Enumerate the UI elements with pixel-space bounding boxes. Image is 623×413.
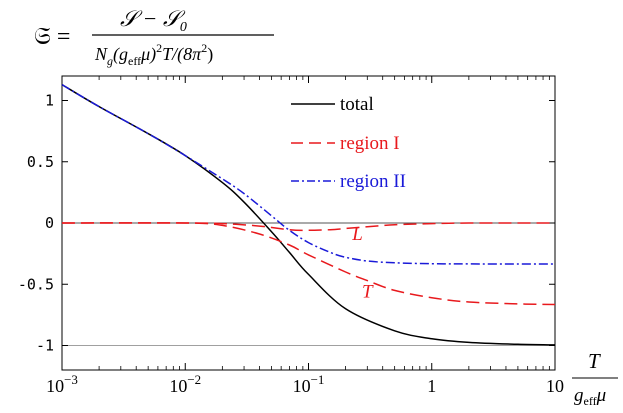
reference-lines [62,222,555,346]
formula-lhs: 𝔖 = [34,24,70,50]
legend: total region I region II [291,94,406,192]
x-axis-label: T geffμ [572,349,618,408]
x-tick-label: 10−1 [293,372,325,396]
curve-label-T: T [362,281,374,302]
curve-annotations: LT [351,224,374,303]
y-tick-label: -0.5 [18,275,54,293]
legend-label-total: total [340,94,374,115]
y-tick-label: 0.5 [27,153,54,171]
formula-denominator: Ng(geffμ)2T/(8π2) [94,41,213,68]
x-tick-label: 1 [427,376,436,396]
series-line-region-i-t [61,222,556,306]
series-line-region-i-l [61,222,555,232]
y-tick-label: -1 [36,337,54,355]
x-tick-label: 10−2 [169,372,201,396]
series-line-total [61,83,556,346]
x-tick-label: 10 [546,376,564,396]
formula-numerator: 𝒮 − 𝒮0 [120,6,187,35]
x-axis-label-denominator: geffμ [574,385,606,408]
x-axis-label-numerator: T [588,349,601,373]
curve-label-L: L [351,224,363,245]
x-tick-label: 10−3 [46,372,78,396]
axis-ticks: 1 0.5 0 -0.5 -1 10−3 10−2 10−1 1 10 [18,76,564,396]
legend-label-region-1: region I [340,133,400,154]
legend-label-region-2: region II [340,171,406,192]
y-tick-label: 0 [45,214,54,232]
formula: 𝔖 = 𝒮 − 𝒮0 Ng(geffμ)2T/(8π2) [34,6,274,68]
y-tick-label: 1 [45,92,54,110]
series-lines [61,83,556,346]
series-line-region-ii [61,83,556,265]
